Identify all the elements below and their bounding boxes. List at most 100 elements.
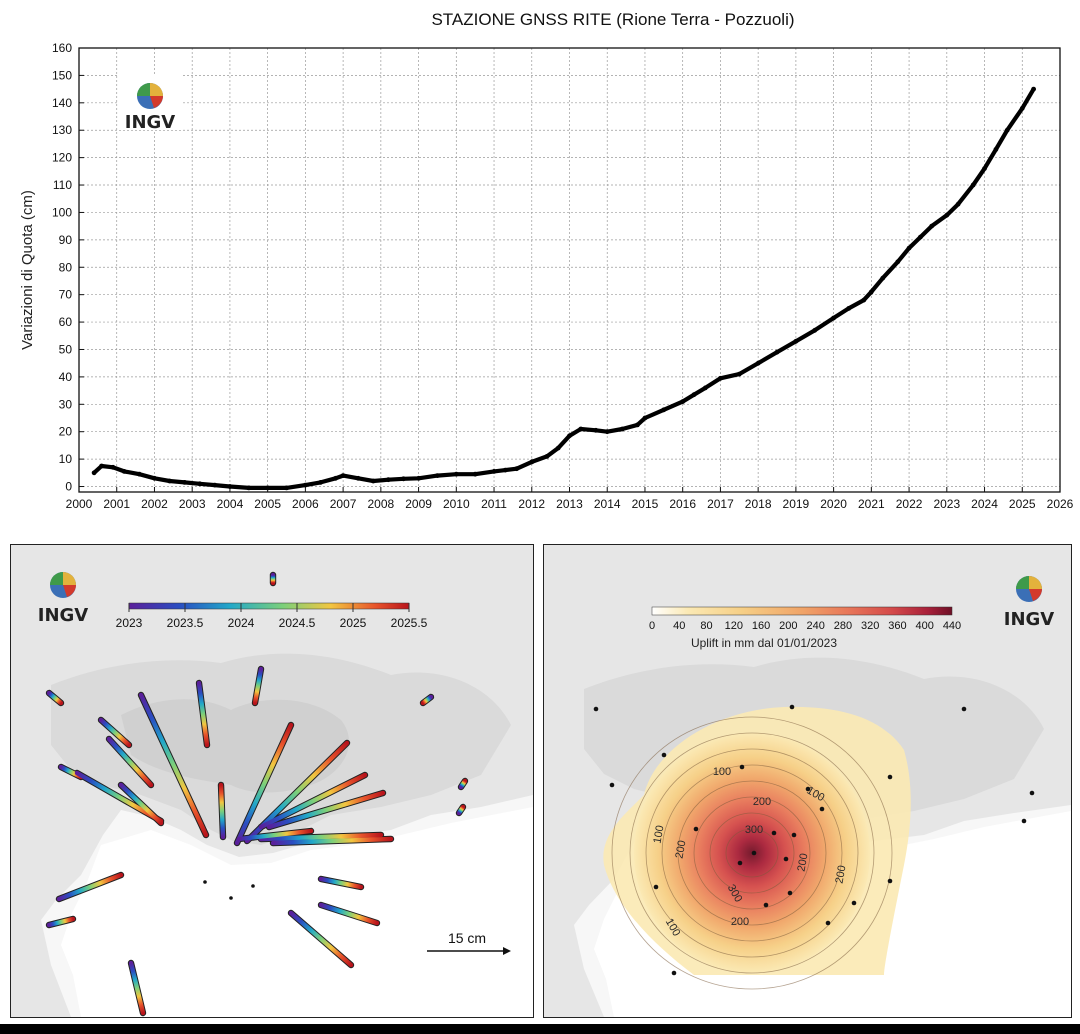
data-point bbox=[152, 475, 157, 481]
series-rite bbox=[91, 86, 1036, 491]
data-point bbox=[453, 471, 459, 477]
x-tick-label: 2007 bbox=[330, 497, 357, 511]
y-tick-label: 100 bbox=[52, 205, 72, 219]
colorbar-tick-label: 440 bbox=[943, 620, 961, 632]
x-tick-label: 2022 bbox=[896, 497, 923, 511]
x-tick-label: 2015 bbox=[632, 497, 659, 511]
uplift-time-series-chart: STAZIONE GNSS RITE (Rione Terra - Pozzuo… bbox=[19, 10, 1074, 511]
data-point bbox=[918, 234, 923, 240]
ingv-logo-text: INGV bbox=[1004, 609, 1055, 630]
data-point bbox=[661, 407, 667, 413]
data-point bbox=[718, 375, 723, 381]
colorbar-tick-label: 2025 bbox=[340, 616, 367, 630]
data-point bbox=[182, 480, 188, 485]
data-point bbox=[895, 259, 901, 265]
x-tick-label: 2026 bbox=[1047, 497, 1074, 511]
y-axis-label: Variazioni di Quota (cm) bbox=[19, 190, 36, 350]
trajectory bbox=[128, 960, 146, 1016]
colorbar-tick-label: 120 bbox=[725, 620, 743, 632]
x-tick-label: 2008 bbox=[367, 497, 394, 511]
colorbar-tick-label: 2023.5 bbox=[167, 616, 204, 630]
data-point bbox=[167, 478, 173, 484]
data-point bbox=[435, 473, 440, 478]
y-tick-label: 120 bbox=[52, 151, 72, 165]
colorbar-tick-label: 2025.5 bbox=[391, 616, 428, 630]
trajectory bbox=[456, 804, 466, 816]
colorbar-tick-label: 80 bbox=[700, 620, 712, 632]
displacement-map-svg: 2023 2023.5 2024 2024.5 2025 2025.5 INGV 15 c… bbox=[11, 545, 533, 1017]
data-point bbox=[246, 485, 252, 491]
data-point bbox=[578, 426, 584, 432]
uplift-colorbar-label: Uplift in mm dal 01/01/2023 bbox=[691, 636, 837, 650]
data-point bbox=[567, 433, 572, 439]
data-point bbox=[982, 166, 987, 172]
data-point bbox=[265, 485, 271, 491]
trajectory bbox=[218, 782, 226, 840]
trajectory bbox=[318, 902, 380, 926]
data-point bbox=[340, 473, 346, 478]
data-point bbox=[386, 477, 391, 483]
x-tick-label: 2003 bbox=[179, 497, 206, 511]
plot-area-frame bbox=[78, 47, 1061, 493]
gnss-displacement-map: 2023 2023.5 2024 2024.5 2025 2025.5 INGV 15 c… bbox=[10, 544, 534, 1018]
station-dot bbox=[203, 880, 207, 884]
uplift-colorbar-ticks: 0 40 80 120 160 200 240 280 320 360 400 440 bbox=[649, 620, 961, 632]
data-point bbox=[906, 245, 912, 251]
trajectory bbox=[258, 772, 368, 830]
data-point bbox=[642, 415, 648, 421]
x-tick-label: 2023 bbox=[933, 497, 960, 511]
trajectory bbox=[318, 876, 364, 890]
data-point bbox=[880, 275, 886, 281]
sea-area bbox=[61, 807, 533, 1017]
x-tick-label: 2010 bbox=[443, 497, 470, 511]
x-tick-label: 2005 bbox=[254, 497, 281, 511]
data-point bbox=[846, 306, 852, 311]
trajectory bbox=[46, 916, 76, 928]
contour-label: 100 bbox=[652, 824, 667, 844]
colorbar-tick-label: 2024.5 bbox=[279, 616, 316, 630]
data-point bbox=[355, 475, 361, 481]
data-point bbox=[197, 481, 203, 487]
ingv-logo-right: INGV bbox=[1004, 576, 1055, 630]
station-dot bbox=[251, 884, 255, 888]
y-tick-label: 130 bbox=[52, 123, 72, 137]
data-point bbox=[619, 426, 625, 432]
y-tick-label: 80 bbox=[59, 260, 73, 274]
data-point bbox=[227, 484, 233, 489]
colorbar-tick-label: 240 bbox=[806, 620, 824, 632]
scale-arrow: 15 cm bbox=[427, 930, 511, 955]
trajectory bbox=[234, 722, 294, 846]
contour-label: 100 bbox=[713, 766, 731, 778]
bottom-bar bbox=[0, 1024, 1080, 1034]
data-point bbox=[99, 463, 104, 469]
trajectory bbox=[258, 832, 384, 842]
trajectory bbox=[236, 828, 314, 842]
data-point bbox=[868, 289, 874, 295]
data-point bbox=[944, 212, 950, 218]
colorbar-tick-label: 360 bbox=[888, 620, 906, 632]
x-tick-label: 2014 bbox=[594, 497, 621, 511]
data-point bbox=[91, 470, 97, 476]
y-tick-label: 150 bbox=[52, 68, 72, 82]
chart-title: STAZIONE GNSS RITE (Rione Terra - Pozzuo… bbox=[431, 10, 794, 29]
x-tick-label: 2004 bbox=[217, 497, 244, 511]
data-point bbox=[544, 454, 550, 459]
contour-label: 200 bbox=[834, 864, 849, 884]
ingv-logo-text: INGV bbox=[38, 605, 89, 626]
colorbar-tick-label: 280 bbox=[834, 620, 852, 632]
trajectory bbox=[458, 778, 468, 790]
y-tick-label: 70 bbox=[59, 288, 73, 302]
trajectory bbox=[74, 770, 164, 824]
gnss-stations bbox=[593, 704, 1035, 976]
y-tick-label: 140 bbox=[52, 96, 72, 110]
data-point bbox=[514, 466, 520, 472]
uplift-contour-map: 100 100 200 300 200 300 200 100 100 200 200 0 40 80 1… bbox=[543, 544, 1072, 1018]
trajectory bbox=[56, 872, 124, 902]
time-colorbar-ticks: 2023 2023.5 2024 2024.5 2025 2025.5 bbox=[116, 603, 428, 630]
contour-label: 200 bbox=[796, 852, 811, 872]
data-point bbox=[503, 467, 508, 473]
contour-label: 200 bbox=[731, 916, 749, 928]
colorbar-tick-label: 200 bbox=[779, 620, 797, 632]
data-point bbox=[635, 422, 640, 428]
